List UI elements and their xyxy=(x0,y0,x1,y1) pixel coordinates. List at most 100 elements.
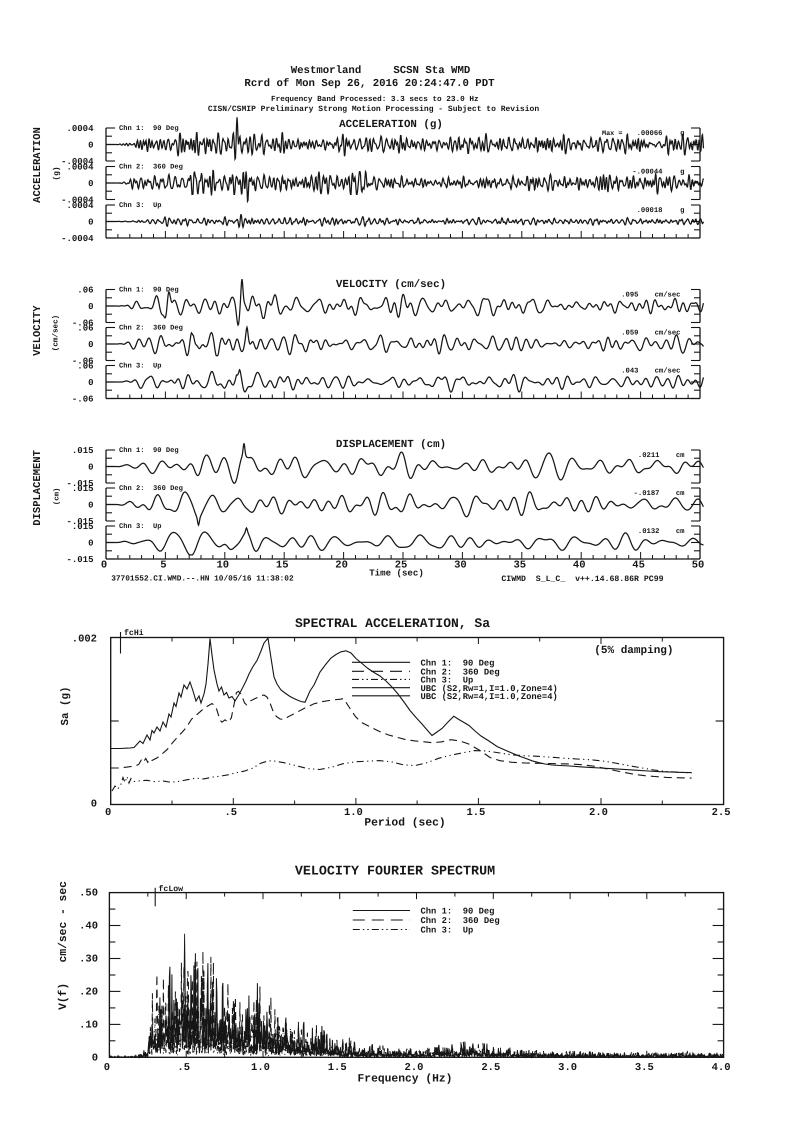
svg-text:V(f) cm/sec - sec: V(f) cm/sec - sec xyxy=(57,881,70,1010)
svg-text:.059: .059 xyxy=(621,330,638,338)
svg-text:DISPLACEMENT: DISPLACEMENT xyxy=(32,450,44,526)
svg-text:.095: .095 xyxy=(621,292,638,300)
svg-text:(cm/sec): (cm/sec) xyxy=(52,315,61,351)
svg-text:-.06: -.06 xyxy=(72,395,94,405)
svg-text:Chn 1: 90 Deg: Chn 1: 90 Deg xyxy=(119,446,179,455)
svg-text:.043: .043 xyxy=(621,368,638,376)
svg-text:0: 0 xyxy=(88,539,93,549)
svg-text:.5: .5 xyxy=(224,807,237,819)
svg-text:Chn 2: 360 Deg: Chn 2: 360 Deg xyxy=(421,668,500,678)
svg-text:.0004: .0004 xyxy=(66,124,94,134)
svg-text:0: 0 xyxy=(104,1062,110,1074)
svg-text:Chn 1: 90 Deg: Chn 1: 90 Deg xyxy=(421,659,495,669)
svg-text:Chn 1: 90 Deg: Chn 1: 90 Deg xyxy=(119,286,179,295)
svg-text:CISN/CSMIP Preliminary Strong: CISN/CSMIP Preliminary Strong Motion Pro… xyxy=(208,105,539,114)
svg-text:Chn 2: 360 Deg: Chn 2: 360 Deg xyxy=(421,916,500,926)
svg-text:0: 0 xyxy=(88,463,93,473)
svg-text:0: 0 xyxy=(88,340,93,350)
svg-text:-.00044: -.00044 xyxy=(632,169,663,177)
svg-text:.40: .40 xyxy=(79,921,98,933)
svg-text:3.0: 3.0 xyxy=(558,1062,577,1074)
svg-text:-.0004: -.0004 xyxy=(61,196,94,206)
svg-text:(g): (g) xyxy=(52,166,61,180)
svg-text:5: 5 xyxy=(160,560,166,572)
svg-text:3.5: 3.5 xyxy=(635,1062,654,1074)
svg-text:0: 0 xyxy=(101,560,107,572)
svg-text:Chn 2: 360 Deg: Chn 2: 360 Deg xyxy=(119,163,183,172)
svg-text:.015: .015 xyxy=(72,484,94,494)
svg-text:SPECTRAL ACCELERATION, Sa: SPECTRAL ACCELERATION, Sa xyxy=(295,616,490,631)
svg-text:Westmorland SCSN Sta WMD: Westmorland SCSN Sta WMD xyxy=(291,65,471,77)
svg-text:Chn 1: 90 Deg: Chn 1: 90 Deg xyxy=(421,907,495,917)
svg-text:37701552.CI.WMD.--.HN 10/05/16: 37701552.CI.WMD.--.HN 10/05/16 11:38:02 xyxy=(111,575,294,584)
svg-text:Chn 1: 90 Deg: Chn 1: 90 Deg xyxy=(119,124,179,133)
svg-text:-.0187: -.0187 xyxy=(634,490,660,498)
svg-text:.30: .30 xyxy=(79,954,98,966)
svg-text:-.0004: -.0004 xyxy=(61,157,94,167)
svg-text:VELOCITY (cm/sec): VELOCITY (cm/sec) xyxy=(336,279,446,291)
svg-text:ACCELERATION: ACCELERATION xyxy=(32,127,44,203)
svg-text:.06: .06 xyxy=(77,324,93,334)
svg-text:0: 0 xyxy=(88,179,93,189)
svg-text:-.0004: -.0004 xyxy=(61,234,94,244)
svg-text:(5% damping): (5% damping) xyxy=(594,645,673,657)
svg-text:UBC (S2,Rw=1,I=1.0,Zone=4): UBC (S2,Rw=1,I=1.0,Zone=4) xyxy=(421,684,558,694)
svg-text:DISPLACEMENT (cm): DISPLACEMENT (cm) xyxy=(336,439,446,451)
svg-text:fcHi: fcHi xyxy=(124,628,144,638)
svg-text:0: 0 xyxy=(88,218,93,228)
svg-text:(cm): (cm) xyxy=(53,488,62,506)
svg-text:UBC (S2,Rw=4,I=1.0,Zone=4): UBC (S2,Rw=4,I=1.0,Zone=4) xyxy=(421,692,558,702)
svg-text:cm/sec: cm/sec xyxy=(655,329,681,338)
svg-text:20: 20 xyxy=(335,560,348,572)
svg-text:Max =: Max = xyxy=(602,130,622,138)
svg-text:.50: .50 xyxy=(79,888,98,900)
svg-text:fcLow: fcLow xyxy=(159,884,184,894)
svg-text:g: g xyxy=(680,169,684,177)
svg-text:1.0: 1.0 xyxy=(344,807,363,819)
svg-text:cm: cm xyxy=(676,490,685,498)
svg-text:.0211: .0211 xyxy=(638,452,660,460)
svg-text:-.015: -.015 xyxy=(66,517,93,527)
svg-text:Chn 3: Up: Chn 3: Up xyxy=(421,926,474,936)
svg-text:cm/sec: cm/sec xyxy=(655,291,681,300)
svg-text:.20: .20 xyxy=(79,986,98,998)
svg-text:.0004: .0004 xyxy=(66,163,94,173)
svg-text:0: 0 xyxy=(88,378,93,388)
svg-text:Chn 2: 360 Deg: Chn 2: 360 Deg xyxy=(119,324,183,333)
svg-text:.06: .06 xyxy=(77,286,93,296)
svg-text:g: g xyxy=(680,207,684,215)
svg-text:30: 30 xyxy=(454,560,467,572)
svg-text:cm/sec: cm/sec xyxy=(655,367,681,376)
svg-text:35: 35 xyxy=(513,560,526,572)
svg-text:0: 0 xyxy=(88,302,93,312)
svg-text:Period (sec): Period (sec) xyxy=(364,817,445,830)
svg-text:cm: cm xyxy=(676,528,685,536)
svg-text:25: 25 xyxy=(395,560,408,572)
svg-text:-.015: -.015 xyxy=(66,479,93,489)
svg-text:-.06: -.06 xyxy=(72,357,94,367)
svg-text:.10: .10 xyxy=(79,1019,98,1031)
svg-text:2.5: 2.5 xyxy=(481,1062,500,1074)
svg-text:1.5: 1.5 xyxy=(328,1062,347,1074)
svg-text:Rcrd of Mon Sep 26, 2016 20:24: Rcrd of Mon Sep 26, 2016 20:24:47.0 PDT xyxy=(244,78,495,90)
svg-text:4.0: 4.0 xyxy=(712,1062,731,1074)
svg-text:1.5: 1.5 xyxy=(466,807,485,819)
svg-text:VELOCITY: VELOCITY xyxy=(32,305,44,356)
svg-text:Time (sec): Time (sec) xyxy=(369,568,424,579)
svg-text:Frequency Band Processed: 3.3: Frequency Band Processed: 3.3 secs to 23… xyxy=(271,95,479,104)
svg-text:.0132: .0132 xyxy=(638,528,660,536)
svg-text:.00066: .00066 xyxy=(637,130,663,138)
svg-text:Frequency (Hz): Frequency (Hz) xyxy=(358,1073,453,1086)
svg-text:0: 0 xyxy=(88,141,93,151)
svg-text:0: 0 xyxy=(92,1052,98,1064)
svg-text:Chn 3: Up: Chn 3: Up xyxy=(119,201,162,210)
svg-text:0: 0 xyxy=(105,807,111,819)
svg-text:40: 40 xyxy=(573,560,586,572)
svg-text:Chn 3: Up: Chn 3: Up xyxy=(421,676,474,686)
svg-text:0: 0 xyxy=(88,501,93,511)
svg-text:Sa (g): Sa (g) xyxy=(60,687,72,726)
svg-text:.00018: .00018 xyxy=(637,207,663,215)
svg-text:Chn 3: Up: Chn 3: Up xyxy=(119,362,162,371)
svg-text:10: 10 xyxy=(216,560,229,572)
svg-text:ACCELERATION (g): ACCELERATION (g) xyxy=(339,119,443,131)
